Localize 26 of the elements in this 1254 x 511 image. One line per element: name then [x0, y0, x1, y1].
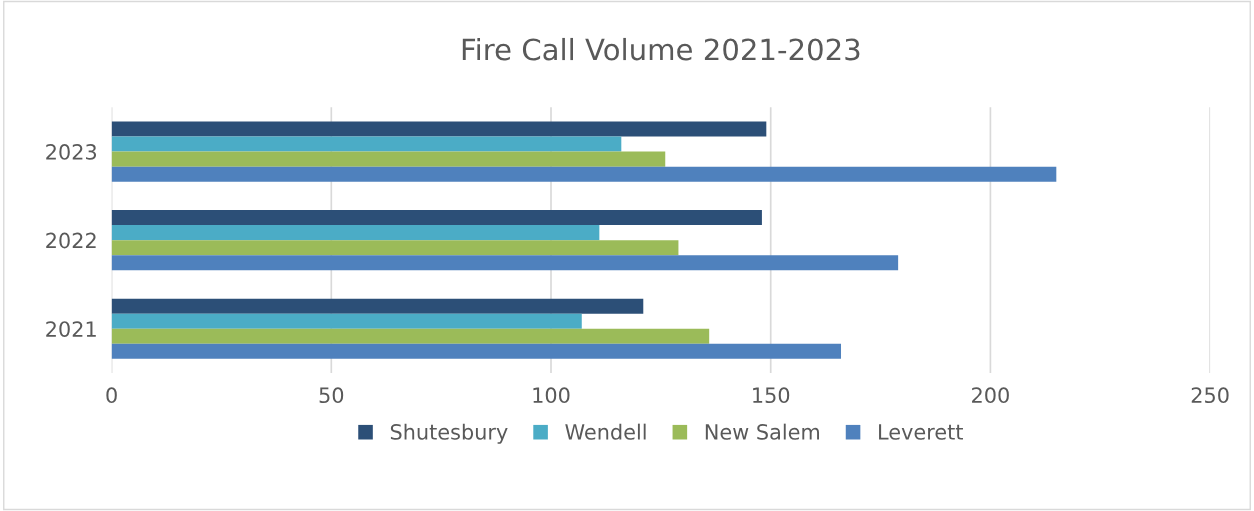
- bar: [111, 210, 762, 226]
- bar: [111, 136, 622, 152]
- bar: [111, 343, 842, 359]
- x-tick-label: 0: [106, 387, 117, 404]
- x-tick-label: 200: [972, 387, 1009, 404]
- bar: [111, 313, 582, 329]
- x-tick-label: 100: [533, 387, 570, 404]
- bar: [111, 225, 600, 241]
- x-tick-label: 150: [753, 387, 790, 404]
- bar: [111, 121, 767, 137]
- y-tick-label: 2021: [46, 321, 96, 337]
- bar: [111, 166, 1057, 182]
- x-tick-label: 250: [1191, 387, 1229, 404]
- chart-title: Fire Call Volume 2021-2023: [462, 37, 860, 61]
- legend-label: Shutesbury: [390, 423, 508, 444]
- bar: [111, 151, 666, 167]
- bar: [111, 328, 710, 344]
- legend-label: Wendell: [565, 423, 646, 440]
- bar: [111, 240, 679, 256]
- bar: [111, 255, 899, 271]
- legend-label: New Salem: [705, 423, 819, 440]
- x-tick-label: 50: [319, 387, 344, 404]
- legend-label: Leverett: [879, 424, 963, 440]
- bar: [111, 298, 644, 314]
- y-tick-label: 2023: [46, 144, 97, 160]
- y-tick-label: 2022: [46, 232, 96, 249]
